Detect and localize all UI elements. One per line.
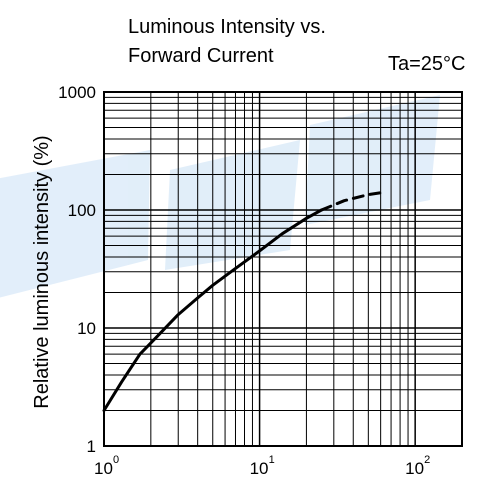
x-tick-label: 10 1: [250, 454, 275, 478]
x-tick-exponent: 2: [424, 454, 430, 466]
x-tick-label: 10 0: [94, 454, 119, 478]
y-tick-labels: 1000 100 10 1: [58, 83, 96, 456]
x-tick-base: 10: [405, 459, 424, 478]
watermark-logo: [0, 95, 440, 298]
y-tick-label: 10: [77, 319, 96, 338]
y-tick-label: 1000: [58, 83, 96, 102]
x-tick-exponent: 0: [113, 454, 119, 466]
x-tick-base: 10: [94, 459, 113, 478]
y-tick-label: 100: [68, 201, 96, 220]
y-axis-label: Relative luminous intensity (%): [31, 135, 53, 408]
plot-frame: [103, 91, 463, 447]
y-tick-label: 1: [87, 437, 96, 456]
series-group: [102, 191, 383, 412]
chart-title-line1: Luminous Intensity vs.: [128, 16, 326, 38]
x-tick-labels: 10 0 10 1 10 2: [94, 454, 430, 478]
x-tick-exponent: 1: [269, 454, 275, 466]
x-tick-label: 10 2: [405, 454, 430, 478]
curve-solid: [102, 208, 323, 412]
curve-dashed-extension: [320, 191, 383, 212]
condition-label: Ta=25°C: [388, 53, 466, 75]
x-tick-base: 10: [250, 459, 269, 478]
grid: [104, 92, 462, 446]
chart-title-line2: Forward Current: [128, 45, 274, 67]
